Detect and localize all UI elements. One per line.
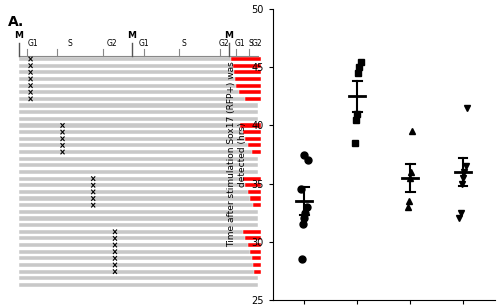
Bar (19, 256, 258, 260)
Text: G2: G2 (252, 39, 262, 48)
Bar (19, 123, 258, 128)
Bar (19, 117, 258, 121)
Bar (248, 190, 260, 194)
Bar (19, 203, 258, 207)
Bar (19, 223, 258, 227)
Bar (19, 276, 258, 280)
Bar (252, 150, 260, 154)
Bar (246, 236, 260, 241)
Bar (254, 270, 260, 274)
Bar (19, 77, 258, 81)
Bar (252, 256, 260, 260)
Bar (19, 283, 258, 287)
Bar (253, 263, 260, 267)
Bar (19, 64, 258, 68)
Bar (235, 77, 260, 81)
Bar (19, 177, 258, 181)
Bar (19, 270, 258, 274)
Text: G2: G2 (107, 39, 118, 48)
Bar (246, 97, 260, 101)
Text: S: S (182, 39, 186, 48)
Bar (19, 190, 258, 194)
Text: G2: G2 (218, 39, 229, 48)
Bar (19, 263, 258, 267)
Bar (243, 177, 260, 181)
Bar (19, 90, 258, 94)
Bar (19, 137, 258, 141)
Bar (234, 70, 260, 74)
Bar (19, 70, 258, 74)
Bar (19, 163, 258, 167)
Text: B.: B. (224, 0, 240, 3)
Bar (19, 97, 258, 101)
Bar (248, 143, 260, 147)
Bar (19, 143, 258, 147)
Bar (239, 90, 260, 94)
Y-axis label: Time after stimulation Sox17 (RFP+) was
detected (hrs): Time after stimulation Sox17 (RFP+) was … (228, 62, 247, 248)
Bar (240, 123, 260, 128)
Bar (19, 210, 258, 214)
Bar (19, 170, 258, 174)
Bar (253, 203, 260, 207)
Bar (248, 243, 260, 247)
Bar (232, 57, 260, 61)
Text: M: M (224, 31, 233, 40)
Text: A.: A. (8, 15, 24, 29)
Bar (243, 130, 260, 134)
Bar (19, 110, 258, 114)
Bar (19, 130, 258, 134)
Bar (19, 243, 258, 247)
Bar (232, 64, 260, 68)
Text: M: M (14, 31, 24, 40)
Text: S: S (68, 39, 72, 48)
Bar (19, 196, 258, 201)
Text: G1: G1 (28, 39, 38, 48)
Bar (236, 84, 260, 88)
Bar (19, 84, 258, 88)
Bar (19, 230, 258, 234)
Bar (250, 196, 260, 201)
Bar (19, 236, 258, 241)
Bar (19, 103, 258, 108)
Bar (19, 250, 258, 254)
Text: G1: G1 (139, 39, 149, 48)
Bar (243, 230, 260, 234)
Bar (19, 216, 258, 221)
Bar (19, 150, 258, 154)
Bar (246, 183, 260, 187)
Text: G1: G1 (234, 39, 245, 48)
Bar (19, 157, 258, 161)
Text: M: M (127, 31, 136, 40)
Text: S: S (248, 39, 253, 48)
Bar (19, 57, 258, 61)
Bar (19, 183, 258, 187)
Bar (246, 137, 260, 141)
Bar (250, 250, 260, 254)
